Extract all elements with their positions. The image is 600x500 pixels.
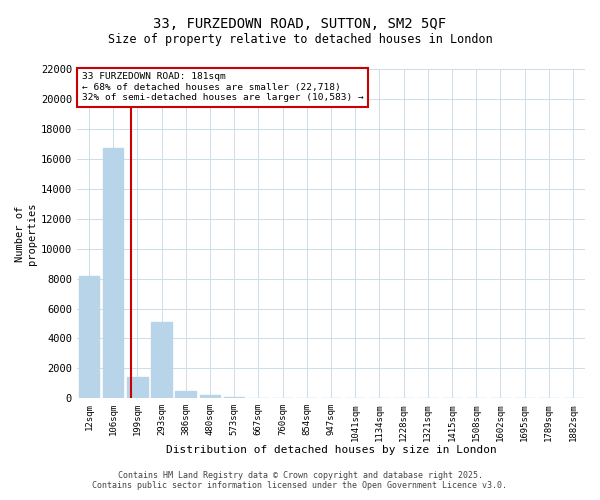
Bar — [175, 391, 196, 398]
X-axis label: Distribution of detached houses by size in London: Distribution of detached houses by size … — [166, 445, 496, 455]
Text: Size of property relative to detached houses in London: Size of property relative to detached ho… — [107, 32, 493, 46]
Bar — [200, 396, 220, 398]
Y-axis label: Number of
properties: Number of properties — [15, 202, 37, 265]
Bar — [103, 148, 124, 398]
Bar — [224, 397, 244, 398]
Bar — [151, 322, 172, 398]
Text: 33, FURZEDOWN ROAD, SUTTON, SM2 5QF: 33, FURZEDOWN ROAD, SUTTON, SM2 5QF — [154, 18, 446, 32]
Text: 33 FURZEDOWN ROAD: 181sqm
← 68% of detached houses are smaller (22,718)
32% of s: 33 FURZEDOWN ROAD: 181sqm ← 68% of detac… — [82, 72, 364, 102]
Bar — [79, 276, 99, 398]
Text: Contains HM Land Registry data © Crown copyright and database right 2025.
Contai: Contains HM Land Registry data © Crown c… — [92, 470, 508, 490]
Bar — [127, 378, 148, 398]
